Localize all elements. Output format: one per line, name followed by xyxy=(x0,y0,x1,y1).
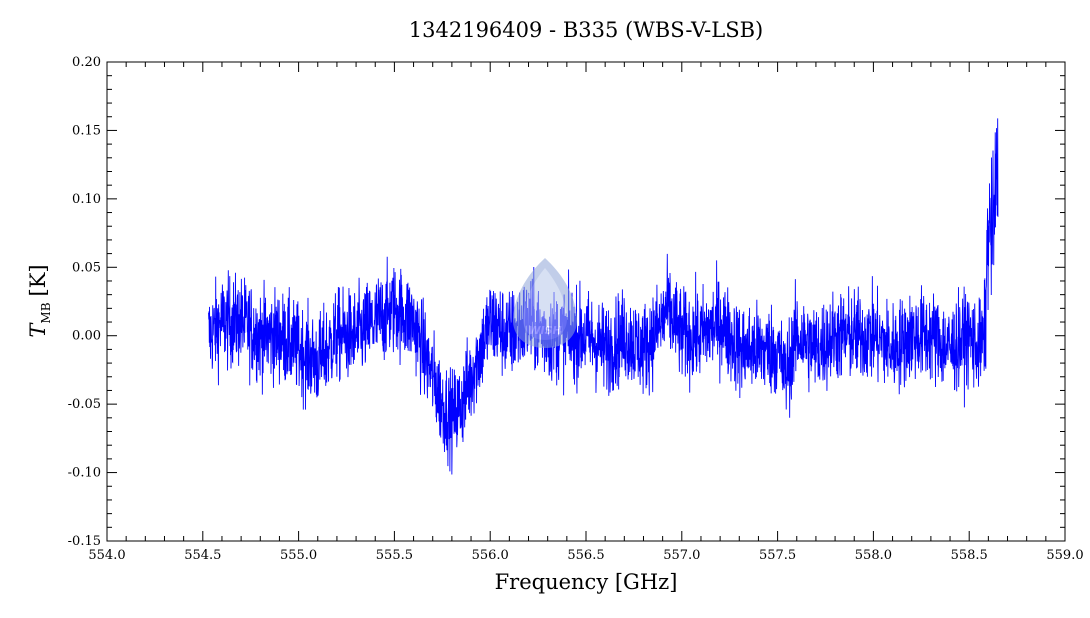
watermark-text: WISH xyxy=(528,324,561,337)
y-axis-title: TMB [K] xyxy=(26,264,53,337)
x-tick-label: 556.5 xyxy=(567,548,604,563)
x-tick-label: 555.5 xyxy=(376,548,413,563)
x-axis-title: Frequency [GHz] xyxy=(495,570,678,594)
x-tick-label: 559.0 xyxy=(1046,548,1083,563)
y-axis-title-main: T xyxy=(26,322,50,338)
y-tick-label: 0.15 xyxy=(72,123,101,138)
y-tick-label: 0.20 xyxy=(72,55,101,70)
wish-watermark: WISH xyxy=(512,258,578,348)
x-tick-label: 555.0 xyxy=(280,548,317,563)
chart-title: 1342196409 - B335 (WBS-V-LSB) xyxy=(408,18,764,42)
spectrum-line xyxy=(208,118,999,475)
x-tick-label: 558.0 xyxy=(855,548,892,563)
x-tick-label: 557.0 xyxy=(663,548,700,563)
x-tick-label: 554.0 xyxy=(88,548,125,563)
x-tick-label: 557.5 xyxy=(759,548,796,563)
y-tick-label: 0.10 xyxy=(72,192,101,207)
y-axis-title-sub: MB xyxy=(39,302,53,323)
y-tick-label: 0.05 xyxy=(72,260,101,275)
series-layer xyxy=(208,118,999,475)
axis-tick-labels: 554.0 554.5 555.0 555.5 556.0 556.5 557.0 557.5… xyxy=(68,55,1084,563)
axis-ticks xyxy=(106,61,1066,542)
y-tick-label: -0.05 xyxy=(68,397,101,412)
x-tick-label: 558.5 xyxy=(951,548,988,563)
y-tick-label: 0.00 xyxy=(72,329,101,344)
y-tick-label: -0.10 xyxy=(68,466,101,481)
y-tick-label: -0.15 xyxy=(68,534,101,549)
y-axis-title-unit: [K] xyxy=(26,264,50,296)
x-tick-label: 554.5 xyxy=(184,548,221,563)
x-tick-label: 556.0 xyxy=(472,548,509,563)
